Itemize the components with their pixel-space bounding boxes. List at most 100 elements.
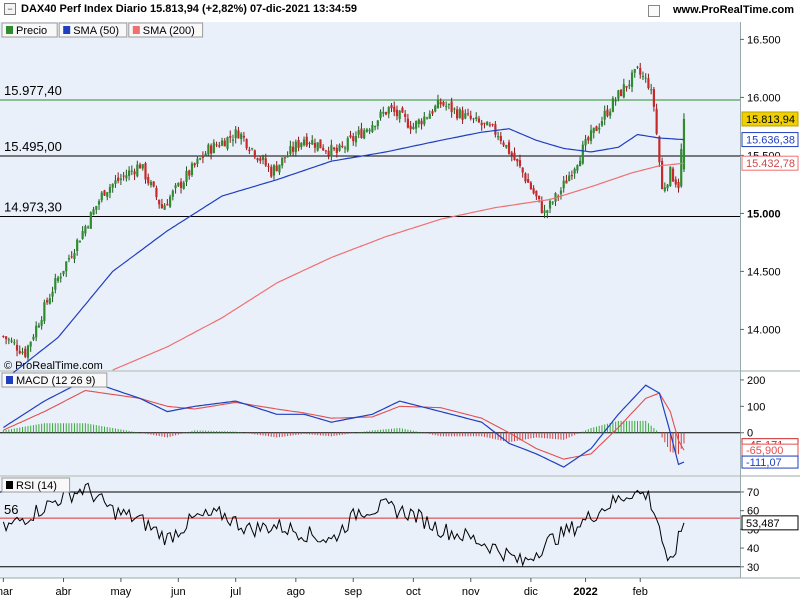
candle-down — [518, 160, 522, 167]
candle-up — [680, 149, 683, 187]
legend-item[interactable] — [1, 477, 71, 493]
candle-up — [559, 190, 563, 195]
candle-up — [84, 226, 87, 234]
candle-down — [658, 136, 661, 163]
candle-down — [324, 150, 327, 152]
window-icon[interactable] — [648, 5, 660, 17]
candle-up — [141, 164, 144, 169]
axis-tick-label: 14.500 — [747, 266, 781, 278]
legend-item[interactable] — [128, 22, 204, 38]
legend-label: SMA (200) — [143, 25, 195, 37]
candle-up — [87, 226, 90, 228]
candle-up — [669, 166, 672, 186]
candle-down — [442, 101, 445, 106]
candle-up — [398, 110, 401, 119]
candle-down — [18, 350, 21, 354]
candle-down — [677, 181, 680, 189]
candle-down — [122, 175, 125, 177]
axis-tick-label: 0 — [747, 428, 753, 440]
candle-down — [595, 126, 598, 132]
candle-up — [54, 278, 57, 290]
candle-up — [92, 209, 95, 215]
legend-item[interactable] — [1, 372, 108, 388]
candle-down — [406, 118, 409, 128]
candle-down — [264, 158, 267, 166]
legend-swatch — [63, 26, 71, 34]
candle-down — [133, 171, 136, 175]
candle-up — [302, 139, 306, 146]
candle-up — [272, 165, 276, 176]
candle-down — [193, 163, 196, 166]
candle-up — [10, 340, 13, 342]
value-tag-label: -65,900 — [746, 445, 783, 457]
candle-up — [415, 121, 418, 129]
legend-item[interactable] — [1, 22, 58, 38]
candle-up — [286, 155, 289, 158]
axis-tick-label: 40 — [747, 543, 759, 555]
value-tag-label: 15.432,78 — [746, 158, 795, 170]
macd-panel: MACD (12 26 9) — [0, 372, 740, 468]
candle-up — [486, 121, 489, 126]
candle-down — [652, 89, 655, 107]
candle-up — [428, 113, 431, 119]
candle-up — [636, 66, 639, 68]
candle-down — [540, 200, 543, 213]
candle-down — [570, 175, 573, 177]
candle-up — [196, 158, 199, 165]
candle-up — [376, 120, 379, 127]
price-panel: 15.977,40 15.495,00 14.973,30 Precio SMA (50… — [0, 22, 740, 381]
candle-up — [371, 124, 374, 133]
candle-down — [565, 180, 568, 184]
candle-up — [663, 187, 666, 191]
price-axis: 16.50016.00015.50015.00014.50014.00015.8… — [740, 34, 799, 336]
candle-down — [483, 122, 486, 124]
candle-up — [32, 336, 35, 340]
candle-up — [56, 277, 60, 281]
candle-up — [417, 119, 420, 124]
site-url[interactable]: www.ProRealTime.com — [672, 4, 794, 16]
candle-down — [450, 101, 453, 113]
candle-up — [357, 130, 360, 135]
collapse-icon[interactable]: − — [4, 3, 16, 15]
value-tag — [741, 155, 799, 171]
candle-down — [529, 182, 532, 190]
candle-up — [546, 210, 549, 213]
candle-up — [581, 144, 584, 164]
header: − DAX40 Perf Index Diario 15.813,94 (+2,… — [0, 0, 800, 22]
candle-up — [475, 116, 478, 119]
value-tag — [741, 455, 799, 469]
candle-up — [37, 325, 40, 328]
candle-up — [458, 109, 461, 118]
candle-down — [513, 152, 516, 160]
candle-down — [674, 179, 677, 185]
candle-up — [240, 133, 243, 140]
candle-up — [95, 205, 98, 210]
candle-down — [5, 336, 8, 340]
candle-down — [532, 188, 535, 194]
candle-up — [650, 89, 653, 91]
candle-up — [128, 170, 131, 176]
candle-down — [144, 163, 147, 180]
candle-up — [294, 141, 297, 153]
candle-up — [43, 302, 46, 322]
candle-up — [445, 106, 448, 108]
candle-up — [111, 183, 114, 188]
candle-down — [215, 144, 218, 146]
candle-down — [516, 158, 519, 162]
candle-down — [395, 109, 399, 117]
candle-up — [543, 210, 546, 213]
candle-up — [562, 180, 565, 189]
x-tick-label: ago — [287, 586, 305, 598]
candle-down — [401, 107, 404, 113]
candle-down — [152, 181, 155, 187]
candle-up — [365, 129, 368, 132]
candle-down — [275, 165, 278, 172]
x-tick-label: feb — [633, 586, 648, 598]
candle-up — [35, 325, 38, 338]
axis-tick-label: 70 — [747, 487, 759, 499]
legend-item[interactable] — [58, 22, 128, 38]
candle-up — [136, 164, 139, 177]
candle-up — [374, 126, 377, 128]
macd-panel-bg — [0, 372, 740, 475]
rsi-panel: 56 RSI (14) — [0, 477, 740, 568]
